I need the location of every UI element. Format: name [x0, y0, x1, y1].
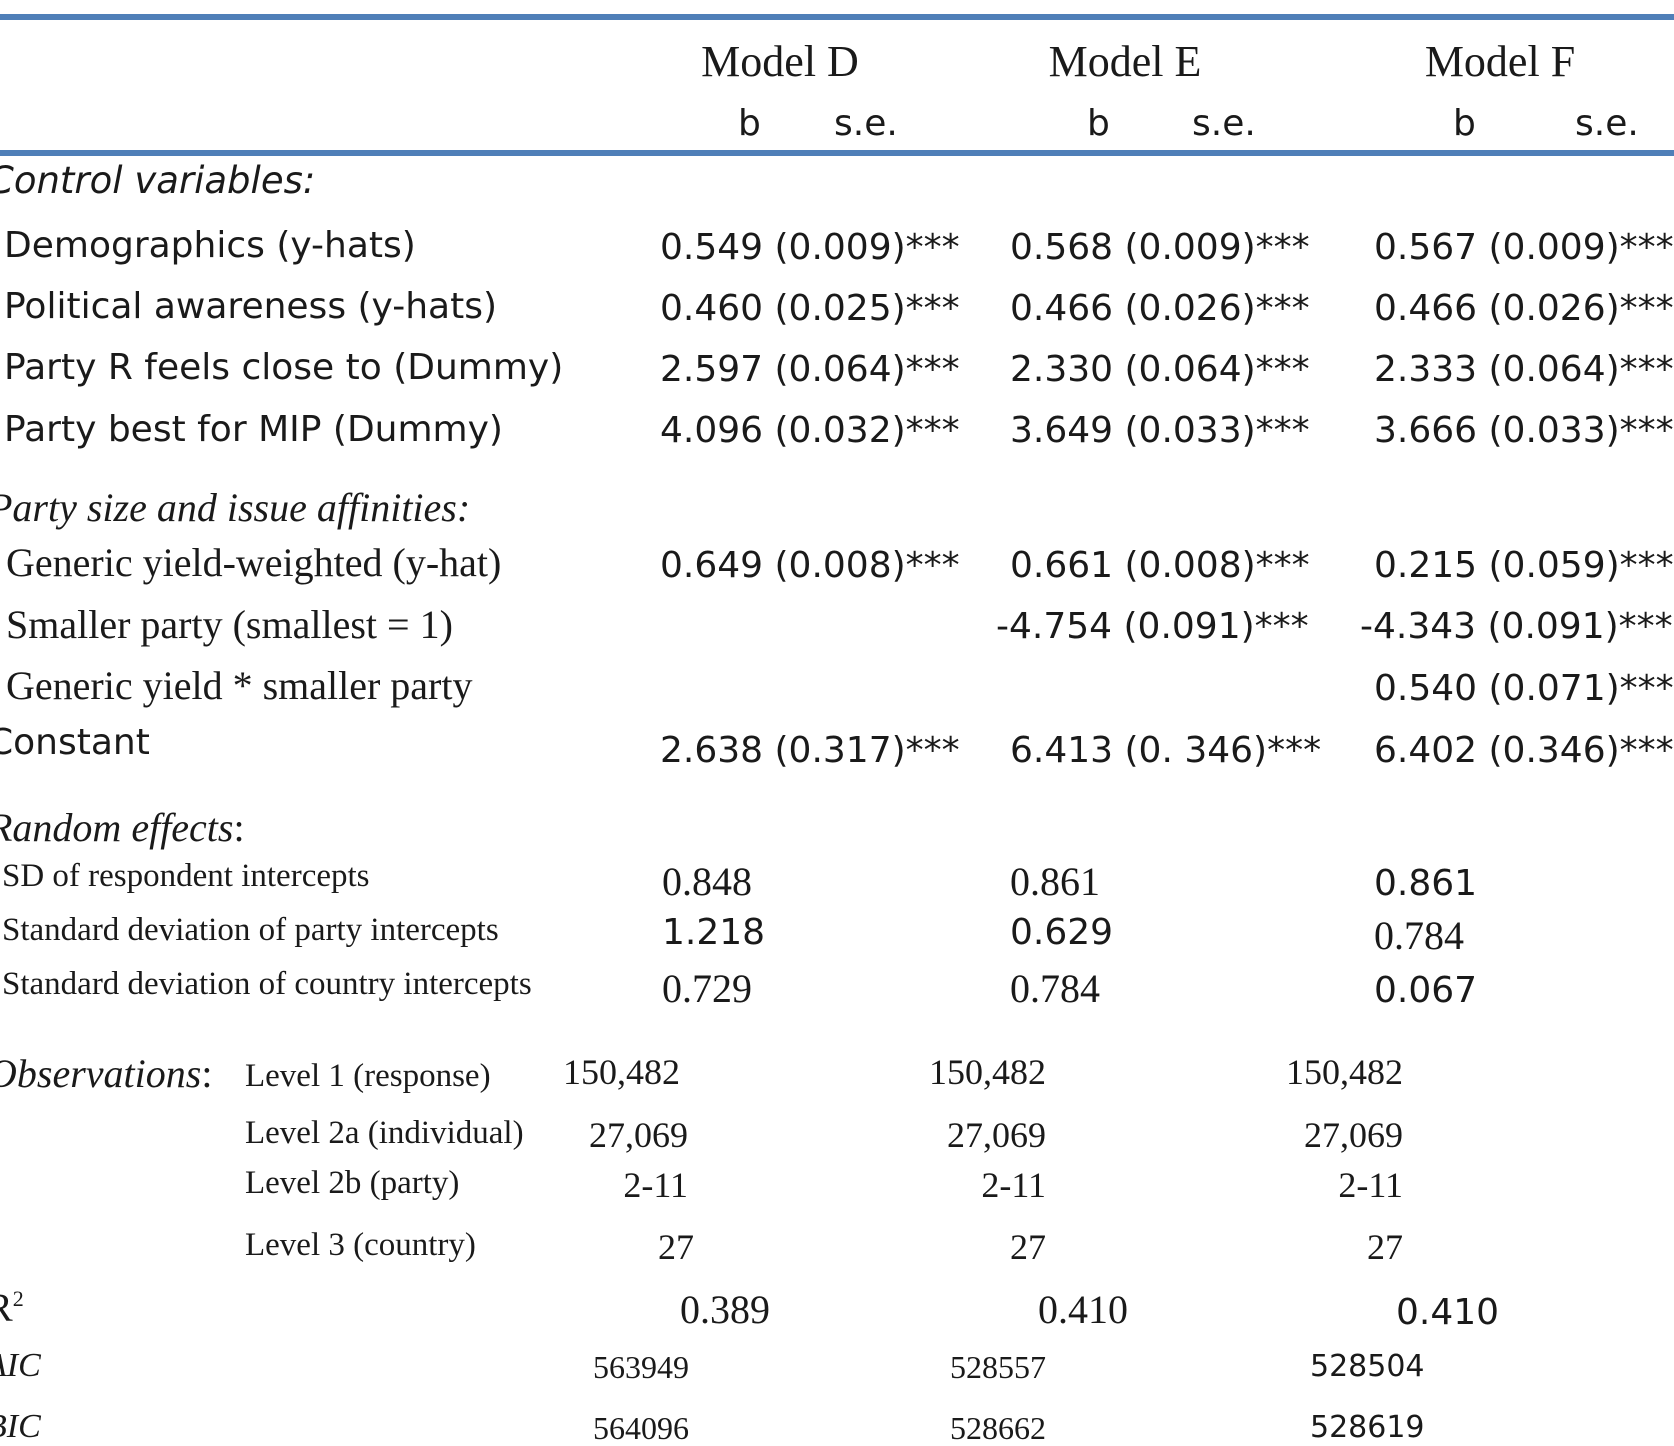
row-label-political-awareness: Political awareness (y-hats) — [4, 286, 498, 327]
cell-demographics-d: 0.549 (0.009)*** — [660, 227, 960, 268]
cell-constant-d: 2.638 (0.317)*** — [660, 730, 960, 771]
row-label-party-close: Party R feels close to (Dummy) — [4, 347, 564, 388]
cell-political-awareness-f: 0.466 (0.026)*** — [1374, 288, 1674, 329]
random-effects-colon: : — [233, 805, 245, 850]
model-e-b-label: b — [1087, 103, 1110, 144]
obs-level3-d: 27 — [658, 1227, 694, 1267]
bic-label: BIC — [0, 1408, 41, 1445]
bic-e: 528662 — [950, 1410, 1046, 1446]
row-label-smaller-party: Smaller party (smallest = 1) — [6, 602, 453, 647]
obs-label-level2a: Level 2a (individual) — [245, 1115, 524, 1151]
cell-party-mip-d: 4.096 (0.032)*** — [660, 410, 960, 451]
table-top-rule — [0, 14, 1674, 20]
re-label-country: Standard deviation of country intercepts — [2, 966, 532, 1002]
r-squared-d: 0.389 — [680, 1287, 770, 1332]
obs-label-level3: Level 3 (country) — [245, 1227, 476, 1263]
model-f-heading: Model F — [1424, 37, 1576, 86]
re-party-d: 1.218 — [662, 912, 766, 953]
row-label-demographics: Demographics (y-hats) — [4, 225, 416, 266]
cell-party-mip-f: 3.666 (0.033)*** — [1374, 410, 1674, 451]
aic-f: 528504 — [1310, 1349, 1425, 1384]
obs-level1-d: 150,482 — [563, 1052, 680, 1092]
re-country-e: 0.784 — [1010, 966, 1100, 1011]
obs-level1-e: 150,482 — [929, 1052, 1046, 1092]
model-e-heading: Model E — [1048, 37, 1202, 86]
obs-level2b-f: 2-11 — [1338, 1165, 1403, 1205]
r-squared-letter: R — [0, 1285, 13, 1330]
re-respondent-e: 0.861 — [1010, 859, 1100, 904]
bic-d: 564096 — [593, 1410, 689, 1446]
observations-colon: : — [201, 1051, 213, 1096]
row-label-constant: Constant — [0, 722, 150, 763]
re-country-f: 0.067 — [1374, 970, 1478, 1011]
obs-label-level2b: Level 2b (party) — [245, 1165, 460, 1201]
obs-label-level1: Level 1 (response) — [245, 1058, 491, 1094]
cell-political-awareness-d: 0.460 (0.025)*** — [660, 288, 960, 329]
row-label-party-mip: Party best for MIP (Dummy) — [4, 409, 503, 450]
aic-d: 563949 — [593, 1349, 689, 1385]
table-header-rule — [0, 150, 1674, 156]
cell-smaller-party-f: -4.343 (0.091)*** — [1360, 606, 1673, 647]
cell-generic-yield-e: 0.661 (0.008)*** — [1010, 545, 1310, 586]
obs-level2a-d: 27,069 — [589, 1115, 688, 1155]
model-d-heading: Model D — [701, 37, 859, 86]
model-f-se-label: s.e. — [1575, 103, 1639, 144]
model-e-se-label: s.e. — [1192, 103, 1256, 144]
obs-level2b-d: 2-11 — [623, 1165, 688, 1205]
cell-constant-e: 6.413 (0. 346)*** — [1010, 730, 1322, 771]
r-squared-f: 0.410 — [1396, 1292, 1500, 1333]
cell-smaller-party-e: -4.754 (0.091)*** — [996, 606, 1309, 647]
section-random-effects: Random effects: — [0, 808, 245, 848]
re-respondent-d: 0.848 — [662, 859, 752, 904]
r-squared-label: R2 — [0, 1288, 24, 1328]
re-label-party: Standard deviation of party intercepts — [2, 912, 499, 948]
cell-party-close-f: 2.333 (0.064)*** — [1374, 349, 1674, 390]
cell-generic-yield-d: 0.649 (0.008)*** — [660, 545, 960, 586]
re-respondent-f: 0.861 — [1374, 863, 1478, 904]
re-label-respondent: SD of respondent intercepts — [2, 858, 370, 894]
row-label-generic-yield: Generic yield-weighted (y-hat) — [6, 540, 502, 585]
aic-label: AIC — [0, 1347, 41, 1384]
bic-f: 528619 — [1310, 1410, 1425, 1445]
cell-yield-interaction-f: 0.540 (0.071)*** — [1374, 668, 1674, 709]
model-d-b-label: b — [738, 103, 761, 144]
re-country-d: 0.729 — [662, 966, 752, 1011]
obs-level2a-e: 27,069 — [947, 1115, 1046, 1155]
obs-level3-e: 27 — [1010, 1227, 1046, 1267]
re-party-f: 0.784 — [1374, 913, 1464, 958]
cell-party-close-e: 2.330 (0.064)*** — [1010, 349, 1310, 390]
random-effects-title: Random effects — [0, 805, 234, 850]
model-f-b-label: b — [1453, 103, 1476, 144]
obs-level2b-e: 2-11 — [981, 1165, 1046, 1205]
section-party-size: Party size and issue affinities: — [0, 485, 471, 530]
section-control-variables: Control variables: — [0, 159, 316, 202]
cell-demographics-e: 0.568 (0.009)*** — [1010, 227, 1310, 268]
cell-party-mip-e: 3.649 (0.033)*** — [1010, 410, 1310, 451]
cell-political-awareness-e: 0.466 (0.026)*** — [1010, 288, 1310, 329]
section-observations: Observations: — [0, 1054, 212, 1094]
re-party-e: 0.629 — [1010, 912, 1114, 953]
cell-constant-f: 6.402 (0.346)*** — [1374, 730, 1674, 771]
obs-level3-f: 27 — [1367, 1227, 1403, 1267]
r-squared-superscript: 2 — [12, 1286, 24, 1311]
model-d-se-label: s.e. — [834, 103, 898, 144]
observations-title: Observations — [0, 1051, 202, 1096]
cell-party-close-d: 2.597 (0.064)*** — [660, 349, 960, 390]
aic-e: 528557 — [950, 1349, 1046, 1385]
obs-level2a-f: 27,069 — [1304, 1115, 1403, 1155]
obs-level1-f: 150,482 — [1286, 1052, 1403, 1092]
r-squared-e: 0.410 — [1038, 1287, 1128, 1332]
cell-generic-yield-f: 0.215 (0.059)*** — [1374, 545, 1674, 586]
row-label-yield-interaction: Generic yield * smaller party — [6, 663, 473, 708]
cell-demographics-f: 0.567 (0.009)*** — [1374, 227, 1674, 268]
